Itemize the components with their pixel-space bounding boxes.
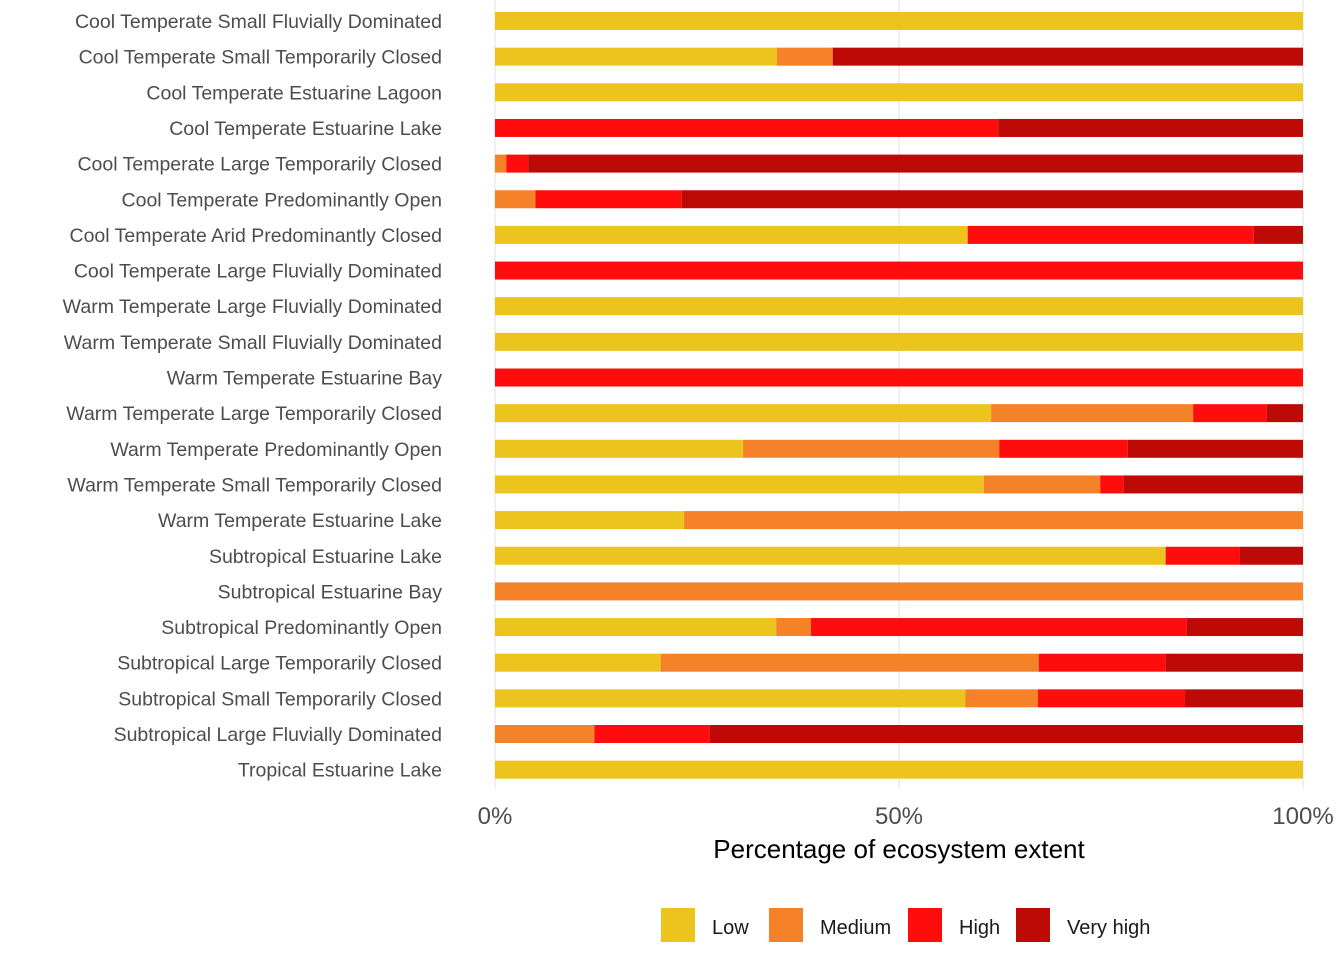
- x-tick-label: 50%: [875, 803, 923, 830]
- bar-segment-high: [999, 439, 1128, 458]
- bar-segment-high: [535, 190, 682, 209]
- bar-segment-high: [1100, 475, 1124, 494]
- bar-segment-low: [495, 475, 984, 494]
- bar-segment-low: [495, 653, 661, 672]
- bar-segment-very-high: [1123, 475, 1303, 494]
- y-tick-label: Warm Temperate Large Temporarily Closed: [66, 403, 442, 425]
- bar-segment-low: [495, 546, 1166, 565]
- bar-segment-medium: [776, 47, 833, 66]
- bar-segment-medium: [495, 154, 507, 173]
- y-tick-label: Warm Temperate Small Temporarily Closed: [67, 474, 442, 496]
- bar-segment-medium: [684, 511, 1303, 530]
- bar-segment-low: [495, 47, 777, 66]
- x-tick-label: 100%: [1272, 803, 1333, 830]
- x-axis-ticks: 0% 50% 100%: [478, 803, 1334, 830]
- legend-label: Medium: [820, 917, 891, 939]
- bar-segment-medium: [776, 618, 811, 637]
- x-tick-label: 0%: [478, 803, 513, 830]
- bar-segment-low: [495, 12, 1303, 30]
- legend-swatch-low: [661, 908, 695, 942]
- y-tick-label: Cool Temperate Small Temporarily Closed: [79, 47, 442, 69]
- bar-segment-medium: [660, 653, 1039, 672]
- y-tick-label: Warm Temperate Small Fluvially Dominated: [64, 332, 442, 354]
- bar-segment-low: [495, 404, 992, 423]
- y-tick-label: Warm Temperate Predominantly Open: [110, 439, 442, 461]
- bar-segment-very-high: [1165, 653, 1303, 672]
- y-tick-label: Tropical Estuarine Lake: [238, 760, 442, 782]
- bar-segment-medium: [495, 725, 595, 743]
- bar-segment-low: [495, 297, 1303, 316]
- y-tick-label: Cool Temperate Predominantly Open: [122, 189, 442, 211]
- bar-segment-very-high: [1266, 404, 1303, 423]
- y-tick-label: Cool Temperate Small Fluvially Dominated: [75, 11, 442, 33]
- bar-segment-low: [495, 225, 968, 244]
- bar-segment-high: [506, 154, 529, 173]
- bar-segment-very-high: [1127, 439, 1303, 458]
- y-tick-label: Warm Temperate Large Fluvially Dominated: [63, 296, 442, 318]
- bar-segment-high: [1193, 404, 1267, 423]
- bar-segment-high: [495, 368, 1303, 387]
- y-tick-label: Cool Temperate Arid Predominantly Closed: [70, 225, 443, 247]
- bar-segment-high: [1038, 653, 1166, 672]
- bar-segment-low: [495, 332, 1303, 351]
- legend-label: Very high: [1067, 917, 1150, 939]
- bar-segment-medium: [991, 404, 1194, 423]
- legend-label: High: [959, 917, 1000, 939]
- bar-segment-very-high: [1239, 546, 1303, 565]
- bar-segment-very-high: [832, 47, 1303, 66]
- bar-segment-very-high: [709, 725, 1303, 743]
- bar-segment-very-high: [1185, 689, 1303, 708]
- x-axis-title: Percentage of ecosystem extent: [713, 834, 1085, 864]
- y-tick-label: Cool Temperate Large Temporarily Closed: [77, 154, 442, 176]
- y-tick-label: Subtropical Estuarine Lake: [209, 546, 442, 568]
- bar-segment-very-high: [681, 190, 1303, 209]
- y-tick-label: Subtropical Large Temporarily Closed: [117, 653, 442, 675]
- bar-segment-low: [495, 83, 1303, 102]
- bar-segment-very-high: [998, 118, 1303, 137]
- y-tick-label: Subtropical Small Temporarily Closed: [118, 688, 442, 710]
- y-axis-labels: Cool Temperate Small Fluvially Dominated…: [63, 11, 443, 782]
- bar-segment-low: [495, 689, 966, 708]
- bar-segment-medium: [965, 689, 1038, 708]
- bar-segment-medium: [983, 475, 1101, 494]
- legend: Low Medium High Very high: [661, 908, 1150, 942]
- bar-segment-high: [495, 118, 999, 137]
- bar-segment-medium: [495, 190, 536, 209]
- bar-segment-low: [495, 511, 685, 530]
- bar-segment-high: [967, 225, 1254, 244]
- bar-segment-low: [495, 618, 777, 637]
- bar-segment-medium: [495, 582, 1303, 601]
- bar-segment-high: [1165, 546, 1240, 565]
- legend-swatch-medium: [769, 908, 803, 942]
- y-tick-label: Cool Temperate Estuarine Lake: [169, 118, 442, 140]
- bar-segment-very-high: [1253, 225, 1303, 244]
- bar-segment-very-high: [1186, 618, 1303, 637]
- bar-segment-high: [495, 261, 1303, 280]
- bar-segment-low: [495, 439, 744, 458]
- bar-segment-low: [495, 760, 1303, 779]
- bar-segment-medium: [743, 439, 1000, 458]
- bar-segment-high: [594, 725, 710, 743]
- bar-segment-very-high: [528, 154, 1303, 173]
- y-tick-label: Warm Temperate Estuarine Lake: [158, 510, 442, 532]
- y-tick-label: Subtropical Large Fluvially Dominated: [114, 724, 442, 746]
- bars-group: [495, 12, 1303, 779]
- y-tick-label: Warm Temperate Estuarine Bay: [167, 368, 443, 390]
- legend-swatch-high: [908, 908, 942, 942]
- y-tick-label: Subtropical Estuarine Bay: [218, 581, 443, 603]
- y-tick-label: Cool Temperate Estuarine Lagoon: [146, 82, 442, 104]
- legend-label: Low: [712, 917, 749, 939]
- legend-swatch-very-high: [1016, 908, 1050, 942]
- bar-segment-high: [810, 618, 1187, 637]
- y-tick-label: Subtropical Predominantly Open: [161, 617, 442, 639]
- y-tick-label: Cool Temperate Large Fluvially Dominated: [74, 261, 442, 283]
- bar-segment-high: [1037, 689, 1186, 708]
